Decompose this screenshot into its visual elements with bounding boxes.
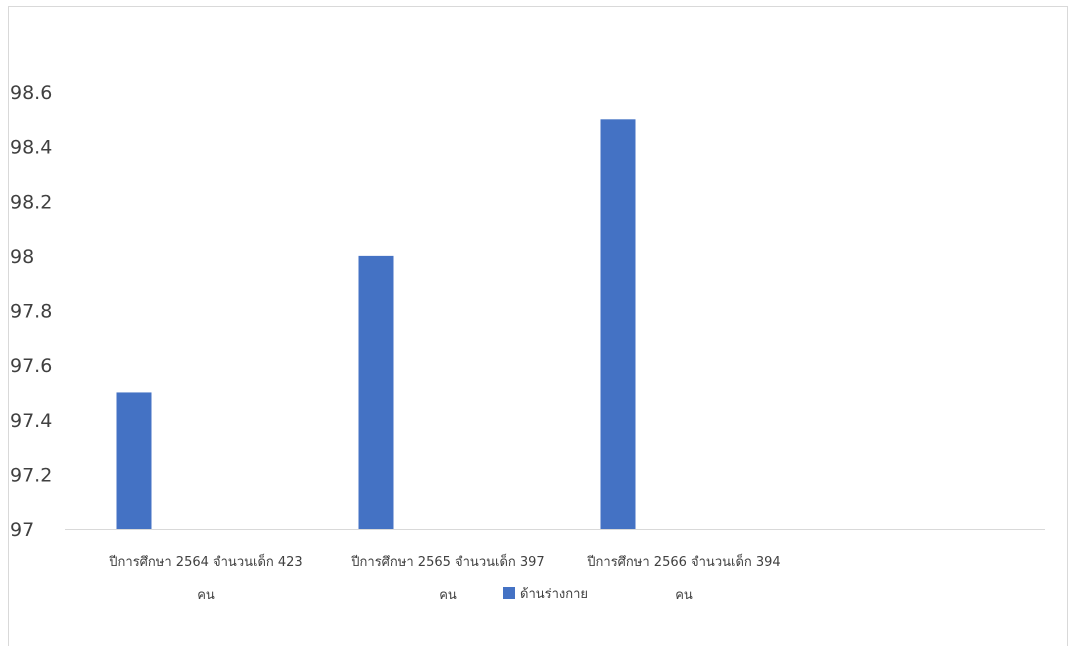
chart-frame bbox=[8, 6, 1068, 646]
x-tick-label-line2: คน bbox=[675, 588, 693, 603]
bars bbox=[116, 119, 636, 529]
y-tick-label: 97 bbox=[10, 519, 34, 541]
y-axis-ticks: 97 97.2 97.4 97.6 97.8 98 98.2 98.4 98.6 bbox=[10, 82, 52, 541]
y-tick-label: 98.4 bbox=[10, 137, 52, 159]
y-tick-label: 98.2 bbox=[10, 191, 52, 213]
legend-label: ด้านร่างกาย bbox=[520, 587, 588, 602]
x-tick-label: ปีการศึกษา 2565 จำนวนเด็ก 397 bbox=[350, 552, 544, 570]
bar bbox=[358, 255, 394, 529]
x-tick-label-line2: คน bbox=[197, 588, 215, 603]
legend-swatch bbox=[503, 587, 515, 599]
x-axis-labels: ปีการศึกษา 2564 จำนวนเด็ก 423 คน ปีการศึกษ… bbox=[108, 552, 780, 603]
bar bbox=[600, 119, 636, 529]
y-tick-label: 97.2 bbox=[10, 464, 52, 486]
y-tick-label: 97.4 bbox=[10, 410, 52, 432]
x-tick-label: ปีการศึกษา 2566 จำนวนเด็ก 394 bbox=[586, 552, 780, 570]
y-tick-label: 98.6 bbox=[10, 82, 52, 104]
x-tick-label-line2: คน bbox=[439, 588, 457, 603]
y-tick-label: 97.6 bbox=[10, 355, 52, 377]
bar bbox=[116, 392, 152, 529]
legend: ด้านร่างกาย bbox=[503, 587, 588, 602]
bar-chart: 97 97.2 97.4 97.6 97.8 98 98.2 98.4 98.6 ปีการศึ… bbox=[10, 82, 1045, 603]
y-tick-label: 97.8 bbox=[10, 301, 52, 323]
x-tick-label: ปีการศึกษา 2564 จำนวนเด็ก 423 bbox=[108, 552, 302, 570]
y-tick-label: 98 bbox=[10, 246, 34, 268]
